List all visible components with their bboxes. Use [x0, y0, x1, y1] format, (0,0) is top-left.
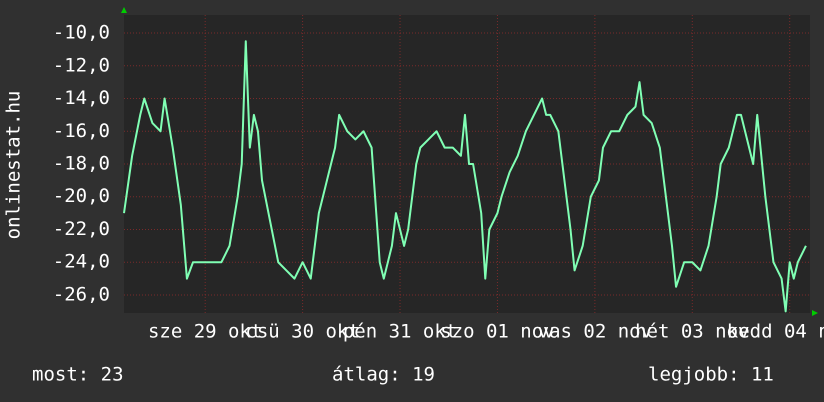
x-tick-label: szo 01 nov	[440, 321, 554, 343]
footer-best: legjobb: 11	[648, 364, 774, 386]
y-tick-label: -14,0	[53, 87, 110, 109]
y-tick-label: -18,0	[53, 153, 110, 175]
y-tick-label: -22,0	[53, 218, 110, 240]
axis-arrow	[812, 310, 818, 316]
footer-current: most: 23	[32, 364, 124, 386]
y-tick-label: -16,0	[53, 120, 110, 142]
x-tick-label: pén 31 okt	[343, 321, 457, 343]
y-axis-label: onlinestat.hu	[3, 91, 25, 240]
x-tick-label: csü 30 okt	[245, 321, 359, 343]
x-tick-label: sze 29 okt	[148, 321, 262, 343]
footer-average: átlag: 19	[332, 364, 435, 386]
data-line	[123, 40, 807, 313]
axis-arrow	[121, 7, 127, 13]
y-tick-label: -24,0	[53, 251, 110, 273]
y-tick-label: -26,0	[53, 283, 110, 305]
y-tick-label: -10,0	[53, 22, 110, 44]
x-tick-label: hét 03 nov	[635, 321, 749, 343]
x-tick-label: vas 02 nov	[538, 321, 652, 343]
x-tick-label: kedd 04 nov	[727, 321, 824, 343]
y-tick-label: -20,0	[53, 185, 110, 207]
y-tick-label: -12,0	[53, 54, 110, 76]
